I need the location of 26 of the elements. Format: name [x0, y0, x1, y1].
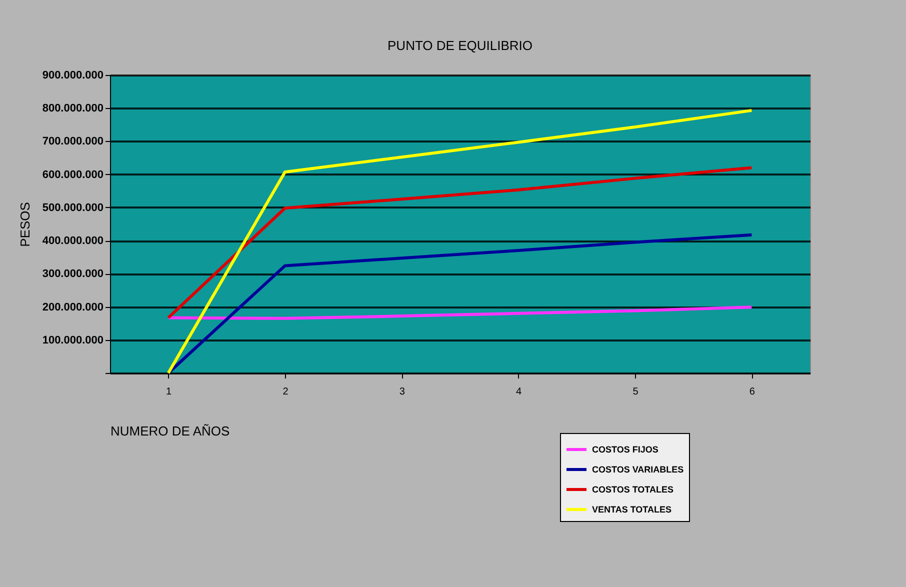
y-tick-label: 700.000.000 [42, 136, 104, 148]
y-tick-label: 200.000.000 [42, 301, 104, 314]
x-tick-label: 2 [282, 386, 289, 398]
y-tick-label: 800.000.000 [42, 102, 104, 115]
legend-label: COSTOS VARIABLES [592, 464, 684, 474]
x-tick-label: 6 [749, 386, 756, 398]
x-tick-label: 1 [166, 386, 172, 398]
x-axis-title: NUMERO DE AÑOS [110, 424, 230, 438]
y-tick-label: 900.000.000 [42, 70, 104, 82]
y-tick-label: 300.000.000 [42, 268, 104, 280]
y-tick-label: 400.000.000 [42, 235, 104, 248]
x-tick-label: 3 [399, 386, 406, 398]
chart-title: PUNTO DE EQUILIBRIO [388, 38, 532, 53]
line-series [166, 306, 754, 320]
line-series [166, 166, 754, 320]
legend-label: VENTAS TOTALES [592, 504, 672, 514]
y-tick-label: 500.000.000 [42, 202, 104, 214]
y-axis-title: PESOS [17, 202, 32, 247]
y-tick-label: 100.000.000 [42, 334, 104, 346]
line-series [166, 233, 754, 374]
line-series [166, 108, 754, 374]
legend-label: COSTOS TOTALES [592, 484, 674, 494]
y-tick-label: 600.000.000 [42, 168, 104, 181]
x-tick-label: 5 [632, 386, 639, 398]
legend-label: COSTOS FIJOS [592, 444, 658, 454]
x-tick-label: 4 [516, 386, 522, 398]
